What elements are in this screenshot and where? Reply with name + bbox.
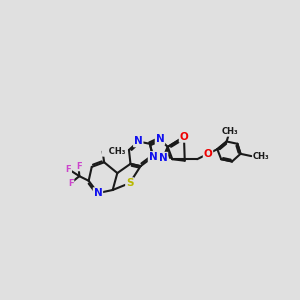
Text: N: N <box>159 153 167 163</box>
Text: N: N <box>134 136 142 146</box>
Text: F: F <box>68 178 74 188</box>
Text: CH₃: CH₃ <box>103 147 125 156</box>
Text: F: F <box>66 165 71 174</box>
Text: CH₃: CH₃ <box>221 127 238 136</box>
Text: O: O <box>204 149 212 159</box>
Text: N: N <box>156 134 164 144</box>
Text: N: N <box>94 188 102 198</box>
Text: S: S <box>126 178 134 188</box>
Text: CH₃: CH₃ <box>253 152 270 160</box>
Text: N: N <box>148 152 158 162</box>
Text: F: F <box>76 162 81 171</box>
Text: O: O <box>180 132 188 142</box>
